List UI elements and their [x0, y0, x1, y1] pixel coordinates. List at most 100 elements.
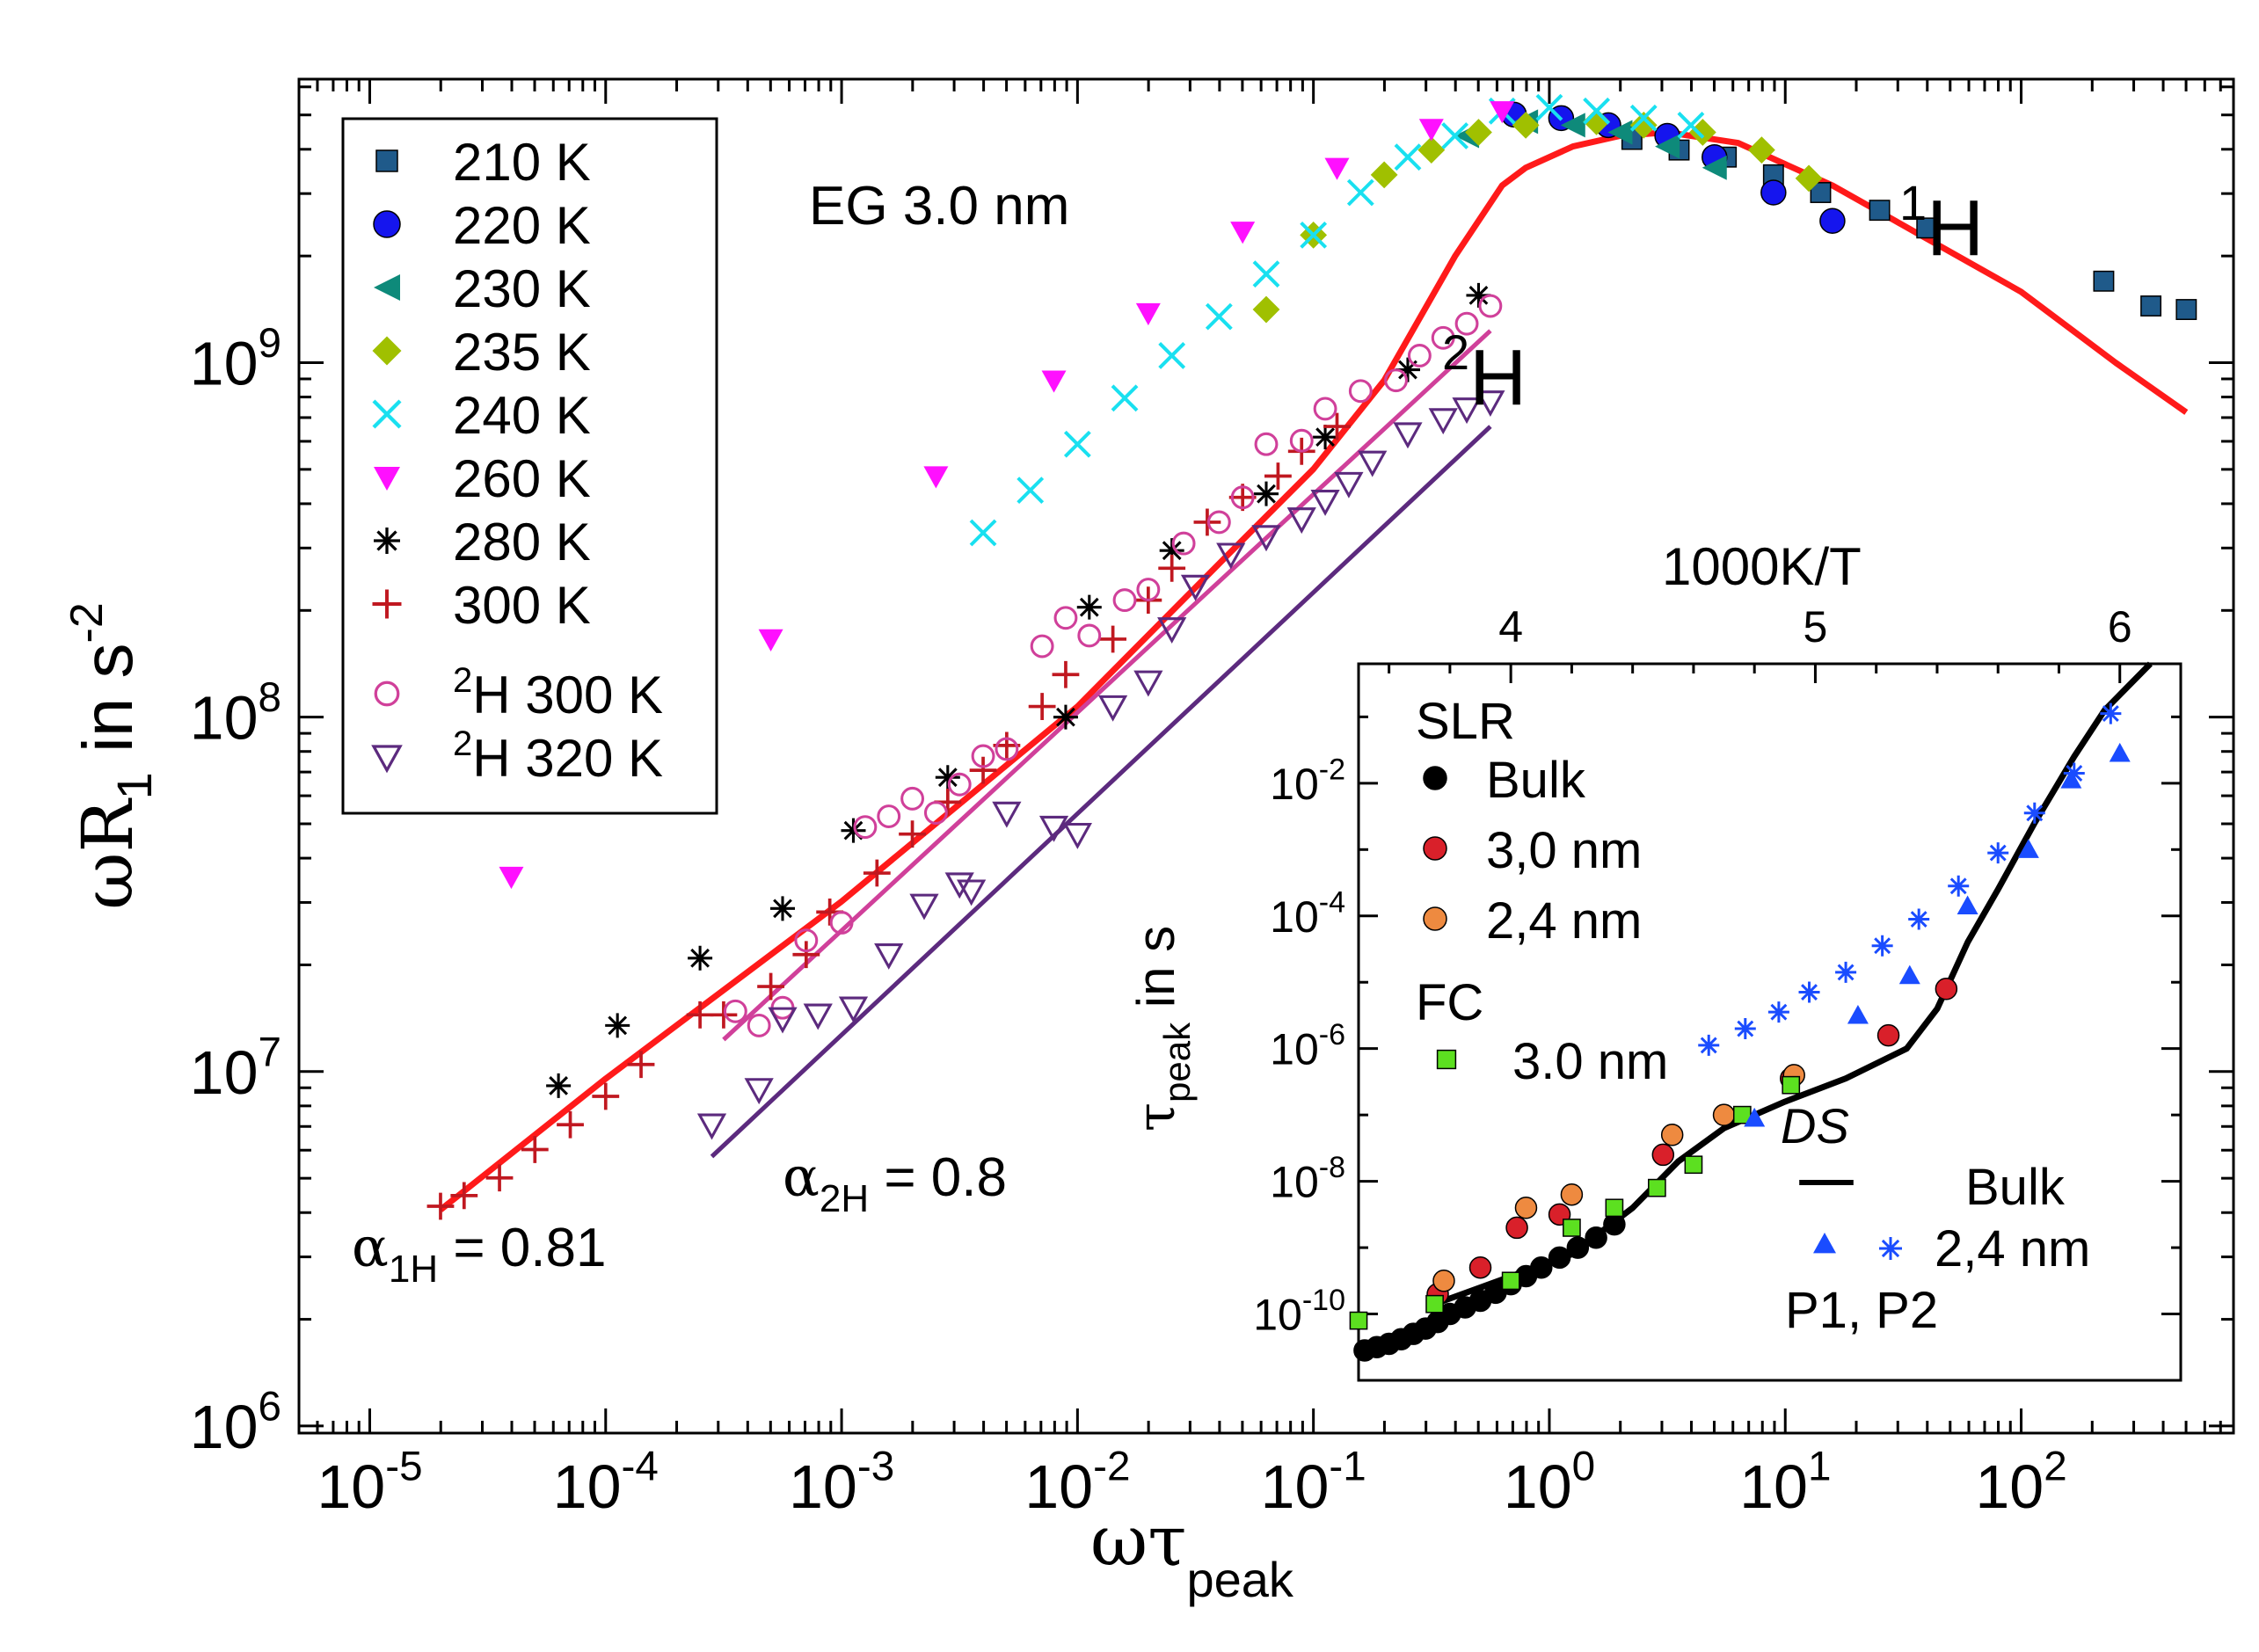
- inset-top-axis-title: 1000K/T: [1662, 537, 1862, 596]
- inset-point: [1651, 1143, 1675, 1167]
- inset-point: [1468, 1255, 1492, 1279]
- inset-point: [1684, 1155, 1703, 1175]
- data-point: [686, 1001, 714, 1029]
- data-point: [1112, 588, 1137, 613]
- inset-point: [1505, 1216, 1528, 1240]
- data-point: [841, 818, 866, 843]
- legend-label-text: H 320 K: [472, 729, 663, 788]
- main-tick-labels: 10-5 10-4 10-3 10-2 10-1 100 101 10210610710810…: [190, 320, 2067, 1521]
- data-point: [1216, 542, 1246, 570]
- data-point: [2175, 299, 2197, 320]
- inset-point: [1530, 1255, 1553, 1279]
- legend-label: 300 K: [453, 576, 591, 635]
- data-point: [874, 943, 904, 970]
- data-point: [757, 972, 784, 1001]
- fit-line: [710, 425, 1492, 1159]
- data-point: [723, 999, 747, 1023]
- inset-point: [1847, 1004, 1869, 1024]
- inset-point: [1603, 1212, 1626, 1236]
- data-point: [900, 786, 925, 811]
- inset-point: [1548, 1246, 1571, 1270]
- data-point: [935, 765, 960, 790]
- x-tick-label: 10-4: [553, 1444, 659, 1522]
- inset-y-tick-label-base: 10: [1270, 892, 1319, 942]
- alpha-2h-label: α2H = 0.8: [783, 1145, 1007, 1220]
- data-point: [1395, 357, 1420, 382]
- inset-y-tick-label: 10-4: [1270, 885, 1345, 942]
- x-tick-label: 100: [1504, 1444, 1595, 1522]
- data-point: [794, 928, 819, 953]
- data-point: [1324, 157, 1350, 180]
- legend-label: 2H 300 K: [453, 661, 663, 724]
- data-point: [696, 1113, 727, 1140]
- inset-y-tick-label-base: 10: [1270, 760, 1319, 809]
- legend-label: 210 K: [453, 133, 591, 192]
- legend-label: 260 K: [453, 449, 591, 508]
- data-point: [969, 756, 997, 784]
- x-tick-label: 10-3: [789, 1444, 894, 1522]
- main-legend-box: [341, 117, 718, 815]
- data-point: [1135, 302, 1161, 326]
- data-point: [1535, 93, 1563, 121]
- data-point: [1041, 370, 1067, 393]
- inset-point: [1935, 978, 1958, 1001]
- data-point: [923, 466, 949, 489]
- x-tick-label-base: 10: [1739, 1452, 1808, 1521]
- data-point: [1286, 507, 1316, 535]
- inset-y-tick-label-base: 10: [1270, 1025, 1319, 1074]
- data-point: [605, 1013, 630, 1038]
- data-point: [1394, 143, 1422, 171]
- x-axis-title: ωτpeak: [1090, 1500, 1294, 1607]
- inset-y-tick-label: 10-2: [1270, 753, 1345, 809]
- data-point: [1476, 390, 1505, 418]
- data-point: [829, 911, 854, 935]
- data-point: [1629, 112, 1658, 139]
- data-point: [863, 859, 891, 887]
- legend-label: 240 K: [453, 386, 591, 445]
- inset-point: [2063, 762, 2085, 784]
- data-point: [1289, 428, 1314, 453]
- data-point: [1205, 302, 1233, 331]
- inset-point: [1948, 875, 1970, 897]
- inset-y-axis-title: τpeak in s: [1126, 926, 1198, 1132]
- inset-y-tick-label-exp: -8: [1319, 1151, 1345, 1184]
- legend-marker: [375, 149, 398, 172]
- inset-legend-marker: [1423, 766, 1447, 790]
- data-point: [1097, 695, 1128, 722]
- data-point: [770, 896, 795, 921]
- data-point: [1384, 368, 1409, 393]
- data-point: [792, 941, 820, 969]
- inset-plot: 4 5 610-210-410-610-810-10 1000K/T τpeak i…: [1126, 537, 2182, 1382]
- data-point: [1490, 101, 1515, 124]
- data-point: [971, 744, 995, 768]
- inset-legend-marker: [1423, 836, 1447, 861]
- inset-point: [1648, 1178, 1666, 1197]
- data-point: [1053, 606, 1078, 630]
- data-point: [1254, 481, 1279, 506]
- data-point: [944, 872, 974, 899]
- data-point: [521, 1136, 549, 1163]
- inset-legend-label: 2,4 nm: [1935, 1220, 2090, 1277]
- inset-point: [1871, 935, 1893, 957]
- data-point: [1300, 221, 1328, 249]
- data-point: [546, 1073, 572, 1098]
- inset-point: [1908, 908, 1930, 930]
- y-tick-label: 109: [190, 320, 281, 398]
- data-point: [1607, 120, 1633, 145]
- data-point: [1358, 450, 1388, 477]
- data-point: [1417, 136, 1446, 164]
- data-point: [1028, 693, 1056, 720]
- inset-y-tick-label: 10-6: [1270, 1018, 1345, 1074]
- inset-point: [1898, 964, 1920, 985]
- data-point: [877, 804, 901, 828]
- data-point: [1077, 623, 1102, 648]
- data-point: [1030, 634, 1054, 659]
- data-point: [899, 820, 926, 848]
- data-point: [1560, 113, 1585, 138]
- inset-legend-marker: [1879, 1237, 1902, 1260]
- inset-point: [1349, 1311, 1368, 1330]
- y-tick-label-exp: 8: [259, 674, 281, 721]
- data-point: [1111, 384, 1139, 412]
- inset-y-tick-label: 10-10: [1253, 1284, 1345, 1340]
